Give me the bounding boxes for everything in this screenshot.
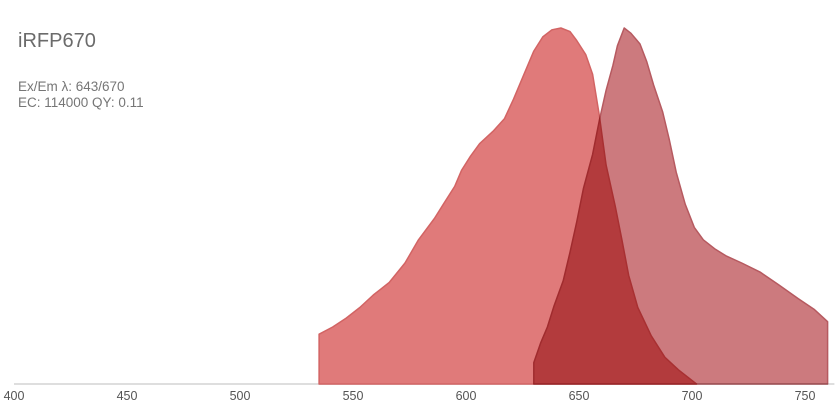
fluorophore-header: iRFP670 Ex/Em λ: 643/670 EC: 114000 QY: … (18, 30, 144, 110)
fluorophore-title: iRFP670 (18, 30, 96, 52)
ec-qy-info: EC: 114000 QY: 0.11 (18, 94, 144, 110)
ex-em-info: Ex/Em λ: 643/670 (18, 79, 125, 94)
emission-curve (533, 27, 829, 385)
